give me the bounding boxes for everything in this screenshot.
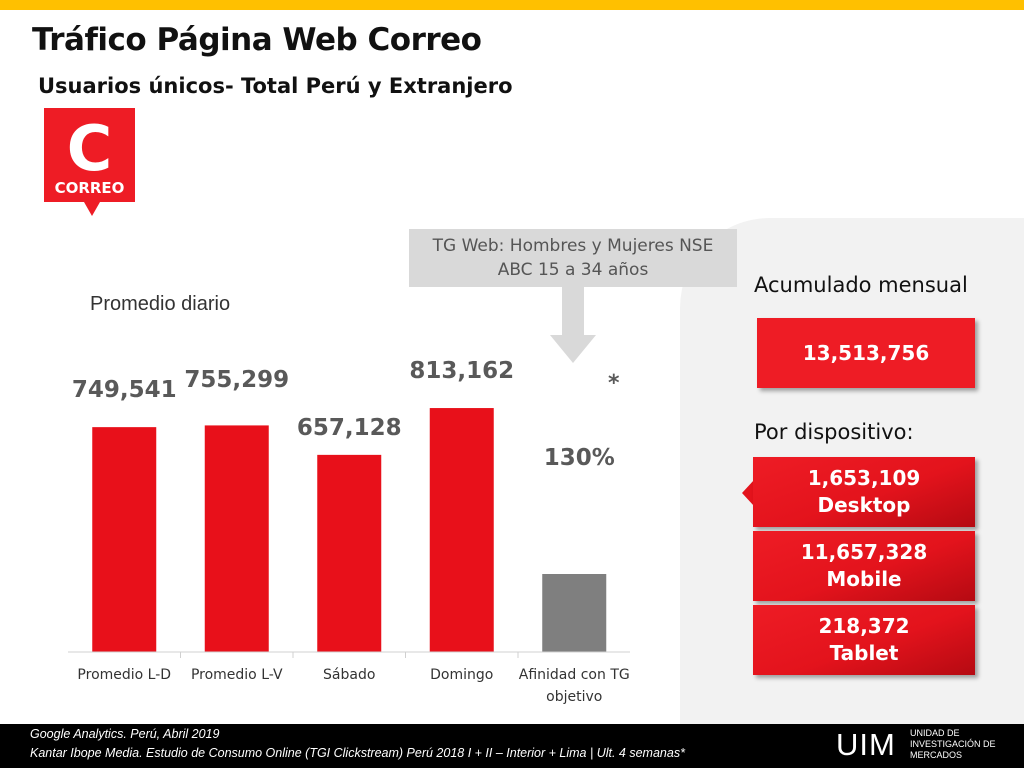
bar <box>92 427 157 652</box>
bar <box>542 574 607 652</box>
uim-logo: UIM <box>836 727 896 762</box>
page-subtitle: Usuarios únicos- Total Perú y Extranjero <box>38 74 513 98</box>
bar <box>204 425 269 652</box>
top-accent-bar <box>0 0 1024 10</box>
device-box-desktop: 1,653,109 Desktop <box>753 457 975 527</box>
chart-title: Promedio diario <box>90 293 230 315</box>
desktop-pointer <box>742 480 754 506</box>
device-value: 11,657,328 <box>800 540 928 564</box>
source-line-1: Google Analytics. Perú, Abril 2019 <box>30 727 220 741</box>
x-tick-label: Promedio L-V <box>191 667 283 683</box>
bar <box>317 454 382 652</box>
data-label: 755,299 <box>184 367 289 393</box>
daily-average-chart: Promedio diario Promedio L-D Promedio L-V… <box>68 293 630 705</box>
x-tick-label: Promedio L-D <box>77 667 171 683</box>
x-tick-label: Afinidad con TG <box>519 667 630 683</box>
logo-letter: C <box>67 112 113 185</box>
device-box-mobile: 11,657,328 Mobile <box>753 531 975 601</box>
device-box-tablet: 218,372 Tablet <box>753 605 975 675</box>
logo-shape <box>44 108 135 216</box>
correo-logo: C CORREO <box>44 108 135 216</box>
x-tick-label: Sábado <box>323 667 375 683</box>
arrow-down-icon <box>550 287 596 363</box>
device-name: Tablet <box>829 641 899 665</box>
page-title: Tráfico Página Web Correo <box>32 22 482 58</box>
device-value: 1,653,109 <box>807 466 921 490</box>
data-label: 813,162 <box>409 358 514 384</box>
device-name: Mobile <box>826 567 902 591</box>
x-tick-label: Domingo <box>430 667 493 683</box>
device-value: 218,372 <box>818 614 910 638</box>
x-tick-label: objetivo <box>546 689 602 705</box>
data-label: 657,128 <box>297 415 402 441</box>
bar <box>429 408 494 652</box>
callout-text: TG Web: Hombres y Mujeres NSE ABC 15 a 3… <box>432 236 714 280</box>
data-label: 130% <box>544 445 615 471</box>
device-label: Por dispositivo: <box>754 420 914 444</box>
logo-wordmark: CORREO <box>55 179 125 197</box>
source-line-2: Kantar Ibope Media. Estudio de Consumo O… <box>30 746 685 760</box>
accumulated-label: Acumulado mensual <box>754 273 968 297</box>
affinity-note: * <box>608 371 620 396</box>
accumulated-value: 13,513,756 <box>802 341 930 365</box>
data-label: 749,541 <box>72 377 177 403</box>
accumulated-value-box: 13,513,756 <box>757 318 975 388</box>
footer-bar <box>0 724 1024 768</box>
uim-org-name: UNIDAD DE INVESTIGACIÓN DE MERCADOS <box>910 728 996 760</box>
device-name: Desktop <box>817 493 911 517</box>
target-group-callout: TG Web: Hombres y Mujeres NSE ABC 15 a 3… <box>409 229 737 287</box>
